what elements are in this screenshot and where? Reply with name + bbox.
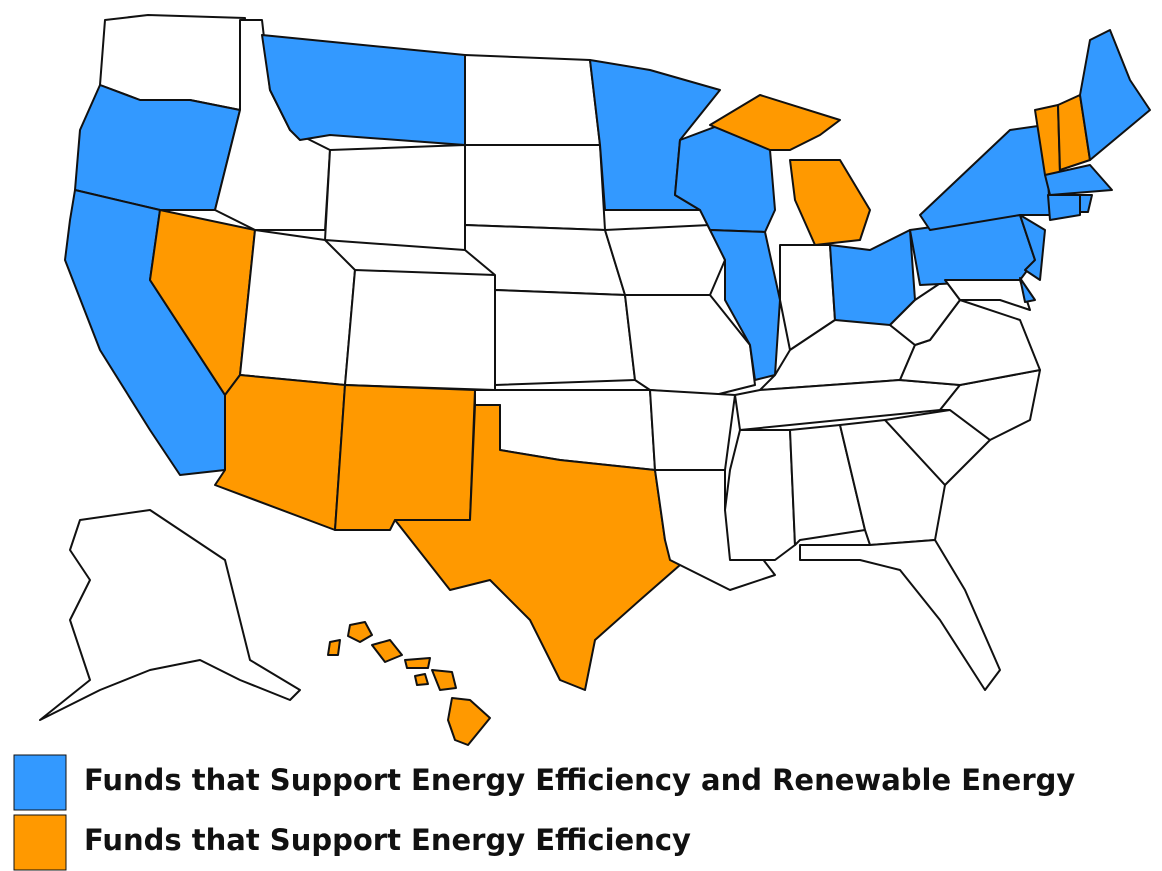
new-mexico <box>334 384 476 531</box>
legend-label: Funds that Support Energy Efficiency <box>84 823 691 857</box>
michigan-upper <box>709 94 841 151</box>
missouri <box>624 294 756 396</box>
maine <box>1079 29 1151 161</box>
new-york <box>919 124 1051 231</box>
south-dakota <box>464 144 606 231</box>
ohio <box>829 229 916 326</box>
massachusetts <box>1044 164 1113 196</box>
arkansas <box>649 389 736 471</box>
connecticut <box>1047 194 1081 221</box>
mississippi <box>724 429 796 561</box>
utah <box>239 229 356 386</box>
hawaii-big-island <box>447 697 491 746</box>
michigan-lower <box>789 159 871 246</box>
hawaii-oahu <box>371 639 403 663</box>
hawaii-kauai <box>347 621 373 643</box>
alaska <box>39 509 301 721</box>
hawaii-maui <box>431 669 457 691</box>
colorado <box>344 269 496 391</box>
new-jersey <box>1019 214 1046 281</box>
legend-swatch <box>13 814 67 871</box>
kentucky <box>759 319 916 391</box>
maryland <box>944 279 1031 311</box>
wyoming <box>324 144 466 251</box>
texas <box>394 404 681 691</box>
iowa <box>604 224 726 296</box>
north-dakota <box>464 54 601 146</box>
delaware <box>1019 277 1036 303</box>
legend-label: Funds that Support Energy Efficiency and… <box>84 763 1075 797</box>
florida <box>799 539 1001 691</box>
kansas <box>494 289 636 386</box>
arizona <box>214 374 346 531</box>
hawaii-niihau <box>327 639 341 656</box>
rhode-island <box>1079 194 1093 213</box>
hawaii-molokai <box>404 657 431 669</box>
states <box>39 14 1151 746</box>
montana <box>261 34 466 146</box>
legend: Funds that Support Energy Efficiency and… <box>13 754 1075 871</box>
hawaii-lanai <box>414 673 429 686</box>
legend-swatch <box>13 754 67 811</box>
illinois <box>709 229 781 381</box>
